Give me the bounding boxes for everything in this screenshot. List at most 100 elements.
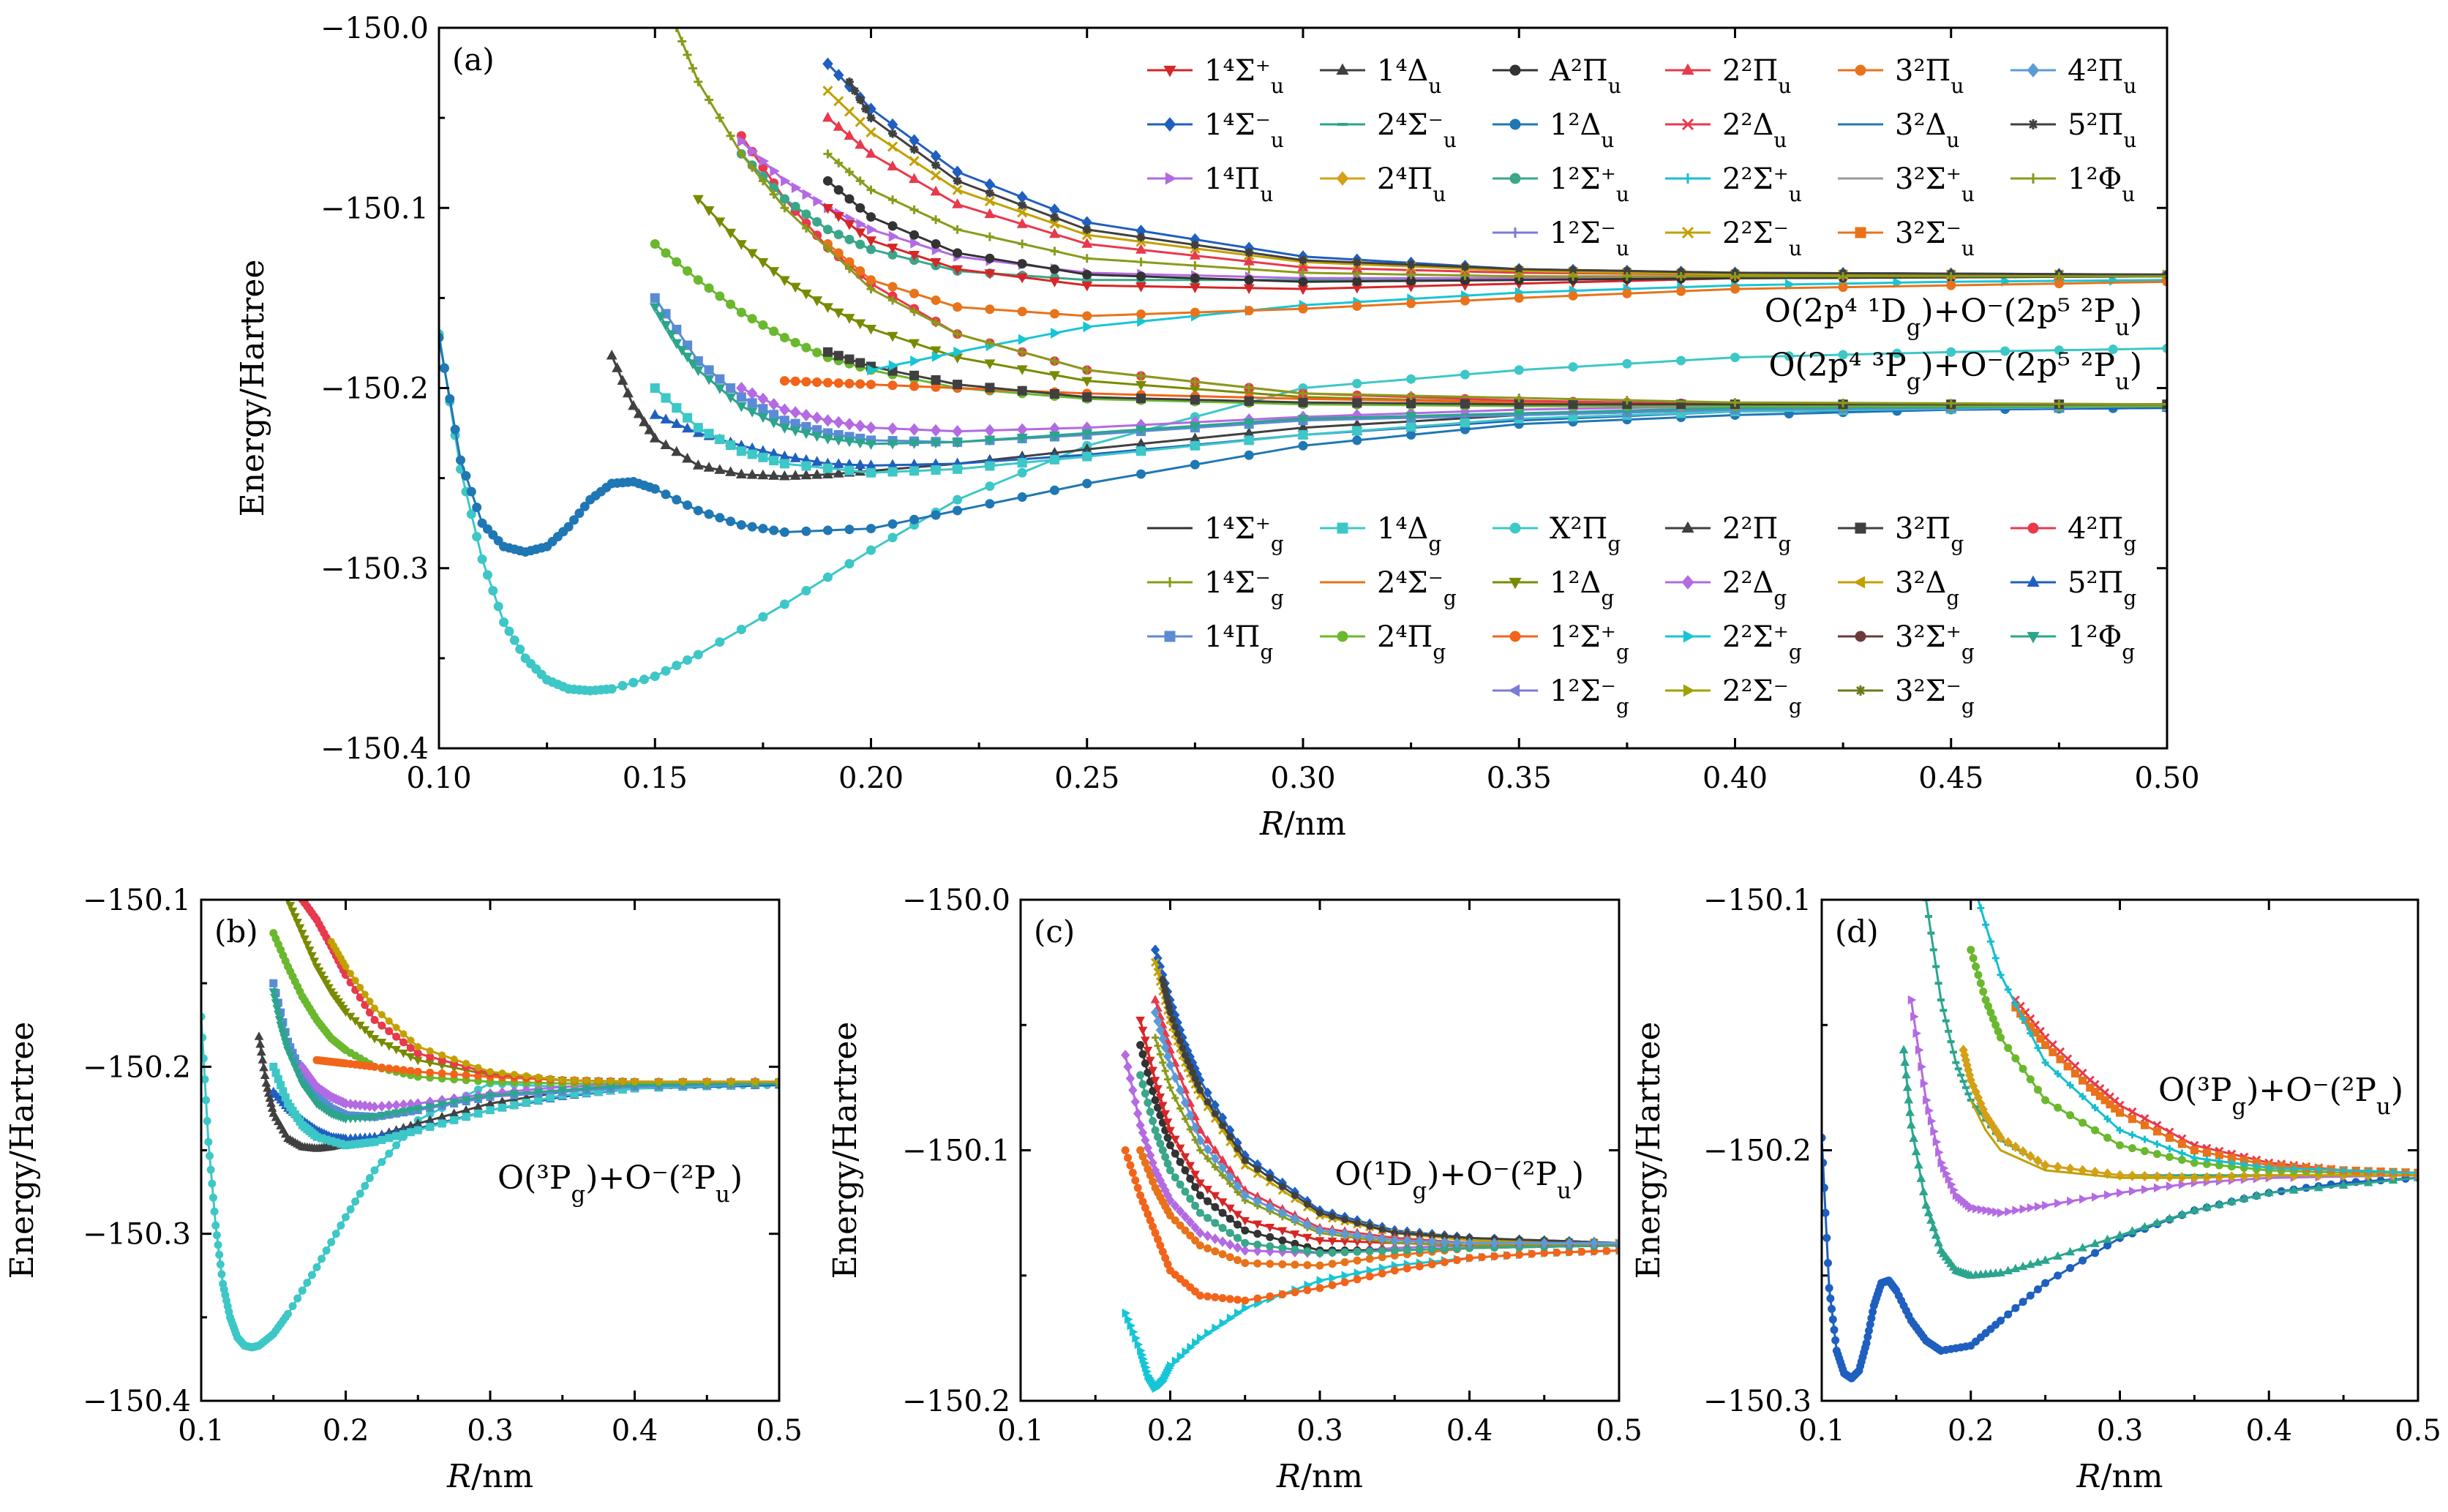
data-point bbox=[2005, 1207, 2013, 1216]
data-point bbox=[953, 225, 962, 234]
data-point bbox=[330, 941, 338, 949]
data-point bbox=[1822, 1159, 1828, 1167]
legend-marker bbox=[2027, 63, 2040, 78]
data-point bbox=[1353, 1256, 1362, 1265]
data-point bbox=[1165, 1003, 1173, 1011]
data-point bbox=[1164, 1075, 1172, 1083]
data-point bbox=[811, 469, 823, 479]
data-point bbox=[1160, 1110, 1171, 1119]
data-point bbox=[833, 378, 844, 388]
data-point bbox=[715, 513, 725, 523]
data-point bbox=[801, 461, 811, 471]
data-point bbox=[2012, 1206, 2021, 1216]
data-point bbox=[509, 1090, 519, 1099]
legend-marker bbox=[1163, 117, 1176, 132]
data-point bbox=[377, 1101, 387, 1112]
data-point bbox=[650, 239, 660, 249]
data-point bbox=[747, 314, 757, 324]
data-point bbox=[1175, 1206, 1185, 1217]
data-point bbox=[1244, 435, 1254, 445]
data-point bbox=[1081, 377, 1093, 387]
data-point bbox=[789, 282, 801, 293]
data-point bbox=[477, 554, 487, 564]
data-point bbox=[1017, 207, 1028, 218]
data-point bbox=[833, 350, 844, 361]
data-point bbox=[1460, 369, 1470, 380]
data-point bbox=[1138, 1127, 1148, 1138]
data-point bbox=[1204, 1098, 1212, 1106]
data-point bbox=[1244, 248, 1254, 257]
data-point bbox=[1303, 1286, 1312, 1295]
data-point bbox=[2214, 1199, 2224, 1208]
data-point bbox=[438, 1119, 446, 1128]
y-axis-title: Energy/Hartree bbox=[827, 1022, 864, 1279]
data-point bbox=[399, 1038, 408, 1047]
data-point bbox=[833, 308, 844, 319]
data-point bbox=[377, 1112, 387, 1121]
data-point bbox=[665, 330, 677, 340]
data-point bbox=[293, 1294, 302, 1303]
data-point bbox=[355, 1021, 365, 1031]
data-point bbox=[426, 1123, 435, 1132]
legend-marker bbox=[1509, 173, 1521, 184]
legend-marker bbox=[1681, 575, 1694, 590]
data-point bbox=[1190, 240, 1200, 249]
data-point bbox=[953, 494, 963, 505]
legend-marker bbox=[2028, 119, 2038, 129]
data-point bbox=[1141, 1059, 1149, 1068]
data-point bbox=[1210, 1145, 1220, 1154]
data-point bbox=[1298, 440, 1308, 451]
data-point bbox=[844, 264, 854, 274]
data-point bbox=[2302, 1163, 2310, 1172]
data-point bbox=[2054, 1271, 2062, 1280]
data-point bbox=[1138, 1050, 1147, 1058]
data-point bbox=[834, 158, 844, 168]
data-point bbox=[522, 1072, 530, 1080]
data-point bbox=[407, 1037, 415, 1045]
data-point bbox=[1082, 451, 1092, 462]
data-point bbox=[1182, 1347, 1190, 1357]
data-point bbox=[1181, 1051, 1189, 1059]
data-point bbox=[1918, 1061, 1926, 1072]
data-point bbox=[746, 469, 758, 479]
data-point bbox=[300, 935, 309, 944]
legend-marker bbox=[1510, 227, 1520, 238]
data-point bbox=[295, 924, 305, 933]
data-point bbox=[985, 481, 995, 492]
data-point bbox=[2033, 1285, 2042, 1294]
data-point bbox=[2091, 1249, 2100, 1257]
data-point bbox=[318, 1255, 326, 1263]
data-point bbox=[736, 446, 746, 456]
data-point bbox=[887, 519, 898, 529]
data-point bbox=[1049, 454, 1059, 464]
data-point bbox=[844, 234, 855, 244]
data-point bbox=[1378, 1225, 1386, 1233]
data-point bbox=[1135, 282, 1147, 293]
data-point bbox=[295, 1075, 305, 1083]
data-point bbox=[462, 1071, 470, 1080]
data-point bbox=[280, 1038, 290, 1048]
data-point bbox=[406, 1128, 415, 1137]
data-point bbox=[1195, 1291, 1204, 1300]
data-point bbox=[1925, 1105, 1934, 1116]
data-point bbox=[1226, 1133, 1234, 1141]
data-point bbox=[1291, 1192, 1299, 1200]
data-point bbox=[1503, 1251, 1512, 1260]
data-point bbox=[1901, 1069, 1911, 1079]
legend-label: 2⁴Πg bbox=[1377, 620, 1446, 664]
data-point bbox=[574, 508, 585, 519]
y-tick-label: −150.1 bbox=[1703, 884, 1811, 917]
data-point bbox=[360, 1026, 370, 1035]
data-point bbox=[563, 522, 574, 532]
data-point bbox=[2079, 1076, 2087, 1085]
legend-label: 2²Δg bbox=[1722, 566, 1787, 610]
data-point bbox=[1972, 962, 1980, 971]
data-point bbox=[660, 413, 672, 424]
data-point bbox=[337, 1221, 345, 1230]
data-point bbox=[1127, 1320, 1136, 1331]
data-point bbox=[683, 500, 693, 511]
data-point bbox=[1923, 1208, 1934, 1216]
data-point bbox=[1196, 1146, 1204, 1154]
legend-label: 1²Σ⁺u bbox=[1550, 162, 1629, 206]
data-point bbox=[2152, 1171, 2162, 1182]
